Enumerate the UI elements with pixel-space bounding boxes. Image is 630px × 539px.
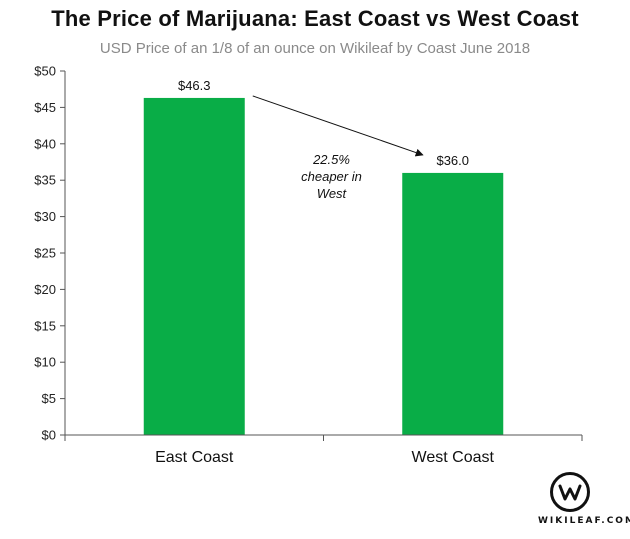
y-tick-label: $40 (34, 136, 56, 151)
wikileaf-logo: WIKILEAF.COM (538, 472, 630, 526)
chart-subtitle: USD Price of an 1/8 of an ounce on Wikil… (99, 40, 531, 57)
y-tick-label: $20 (34, 282, 56, 297)
wikileaf-w-logo-icon (550, 472, 590, 512)
x-axis: East Coast West Coast (64, 434, 583, 466)
x-tick-label: West Coast (412, 449, 495, 466)
y-tick-label: $0 (42, 428, 56, 443)
y-tick-label: $35 (34, 173, 56, 188)
y-tick-label: $30 (34, 209, 56, 224)
logo-text: WIKILEAF.COM (538, 516, 630, 526)
data-label: $46.3 (178, 78, 211, 93)
data-labels: $46.3 $36.0 (178, 78, 469, 168)
y-tick-label: $10 (34, 355, 56, 370)
annotation-line: 22.5% (312, 152, 350, 167)
y-tick-label: $25 (34, 246, 56, 261)
y-tick-label: $50 (34, 64, 56, 79)
x-tick-label: East Coast (155, 449, 234, 466)
chart-title: The Price of Marijuana: East Coast vs We… (51, 6, 579, 31)
y-tick-label: $45 (34, 100, 56, 115)
y-axis: $0 $5 $10 $15 $20 $25 $30 $35 $40 $45 $50 (34, 64, 66, 443)
y-tick-label: $15 (34, 318, 56, 333)
bar-west-coast (402, 172, 504, 436)
annotation-text: 22.5% cheaper in West (301, 152, 362, 201)
bar-east-coast (143, 97, 245, 435)
annotation-line: cheaper in (301, 169, 362, 184)
data-label: $36.0 (436, 153, 469, 168)
annotation-line: West (317, 186, 348, 201)
bars (143, 97, 504, 436)
price-drop-arrow (252, 95, 424, 157)
y-tick-label: $5 (42, 391, 56, 406)
